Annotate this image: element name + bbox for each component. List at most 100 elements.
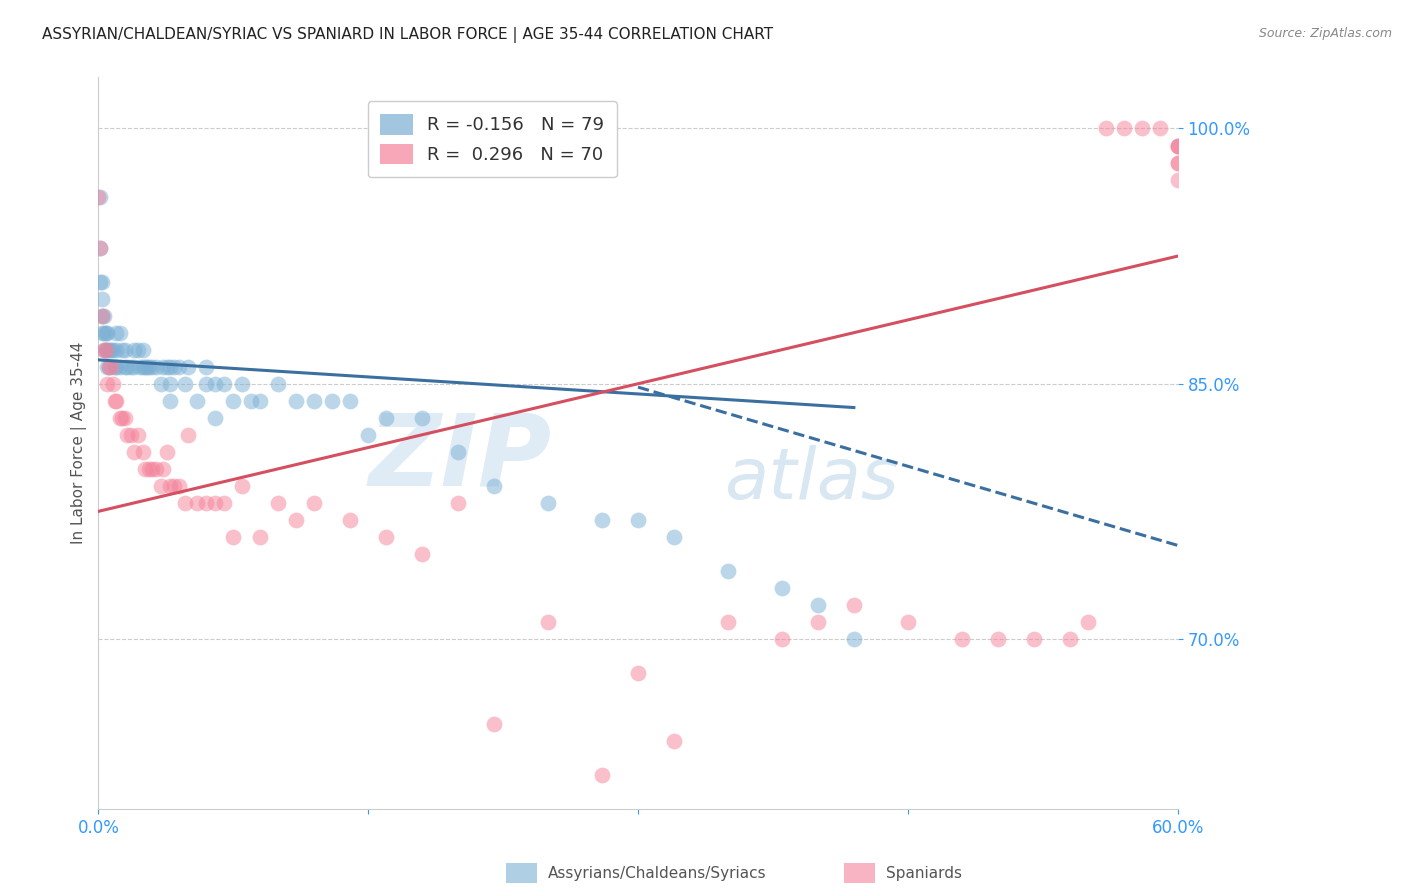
Point [124, 343, 146, 357]
Point [108, 359, 131, 374]
Point [159, 393, 181, 408]
Point [96, 343, 118, 357]
Point [285, 393, 308, 408]
Point [249, 530, 271, 544]
Point [173, 376, 195, 391]
Point [87, 189, 110, 203]
Point [101, 376, 124, 391]
Point [770, 632, 793, 646]
Point [1077, 615, 1099, 629]
Point [1167, 138, 1189, 153]
Point [249, 393, 271, 408]
Point [214, 376, 236, 391]
Point [100, 359, 122, 374]
Point [159, 359, 181, 374]
Point [150, 376, 173, 391]
Point [105, 359, 128, 374]
Point [96, 326, 118, 340]
Point [111, 343, 134, 357]
Point [375, 530, 398, 544]
Point [108, 326, 131, 340]
Point [134, 359, 156, 374]
Point [105, 326, 128, 340]
Point [127, 343, 149, 357]
Point [115, 359, 138, 374]
Point [662, 530, 685, 544]
Text: Source: ZipAtlas.com: Source: ZipAtlas.com [1258, 27, 1392, 40]
Text: ZIP: ZIP [368, 409, 551, 507]
Point [100, 343, 122, 357]
Text: Assyrians/Chaldeans/Syriacs: Assyrians/Chaldeans/Syriacs [548, 866, 766, 880]
Point [132, 359, 155, 374]
Point [807, 615, 830, 629]
Point [98, 359, 121, 374]
Point [807, 598, 830, 612]
Point [591, 513, 613, 527]
Point [321, 393, 343, 408]
Point [770, 581, 793, 595]
Point [132, 343, 155, 357]
Point [842, 598, 865, 612]
Point [173, 496, 195, 510]
Point [134, 462, 156, 476]
Point [339, 513, 361, 527]
Point [482, 717, 505, 731]
Point [150, 479, 173, 493]
Point [124, 359, 146, 374]
Point [950, 632, 973, 646]
Point [132, 444, 155, 458]
Point [114, 359, 136, 374]
Point [204, 376, 226, 391]
Point [169, 479, 191, 493]
Point [111, 410, 134, 425]
Point [195, 496, 218, 510]
Point [115, 427, 138, 442]
Point [114, 343, 136, 357]
Point [717, 564, 740, 578]
Point [195, 376, 218, 391]
Point [339, 393, 361, 408]
Point [89, 275, 111, 289]
Point [105, 393, 128, 408]
Point [152, 359, 174, 374]
Point [93, 309, 115, 323]
Point [285, 513, 308, 527]
Point [156, 444, 179, 458]
Point [231, 479, 253, 493]
Point [411, 410, 433, 425]
Point [1167, 155, 1189, 169]
Point [177, 359, 200, 374]
Point [101, 343, 124, 357]
Point [447, 496, 470, 510]
Text: ASSYRIAN/CHALDEAN/SYRIAC VS SPANIARD IN LABOR FORCE | AGE 35-44 CORRELATION CHAR: ASSYRIAN/CHALDEAN/SYRIAC VS SPANIARD IN … [42, 27, 773, 43]
Point [89, 189, 111, 203]
Point [94, 343, 117, 357]
Point [93, 343, 115, 357]
Point [267, 496, 290, 510]
Point [186, 496, 208, 510]
Point [842, 632, 865, 646]
Point [627, 513, 650, 527]
Point [302, 393, 325, 408]
Point [91, 326, 114, 340]
Point [1167, 138, 1189, 153]
Point [897, 615, 920, 629]
Point [163, 359, 186, 374]
Point [186, 393, 208, 408]
Point [627, 665, 650, 680]
Point [89, 241, 111, 255]
Point [169, 359, 191, 374]
Point [1167, 138, 1189, 153]
Point [537, 615, 560, 629]
Point [91, 275, 114, 289]
Point [302, 496, 325, 510]
Point [411, 547, 433, 561]
Point [163, 479, 186, 493]
Point [145, 359, 167, 374]
Point [222, 530, 245, 544]
Point [231, 376, 253, 391]
Point [1094, 121, 1116, 136]
Point [1112, 121, 1135, 136]
Point [96, 376, 118, 391]
Point [1149, 121, 1171, 136]
